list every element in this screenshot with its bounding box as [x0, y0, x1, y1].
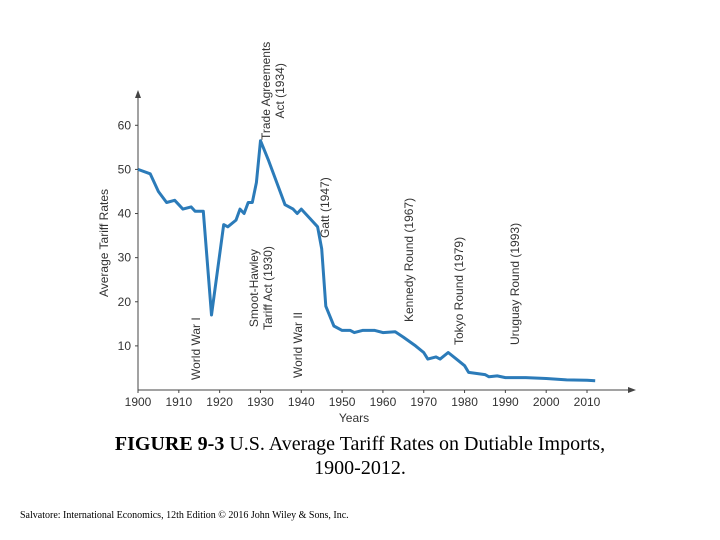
y-tick-label: 50 — [118, 162, 132, 176]
y-tick-label: 20 — [118, 295, 132, 309]
caption-text-2: 1900-2012. — [314, 457, 406, 479]
x-tick-label: 2010 — [574, 395, 601, 409]
x-tick-label: 1980 — [451, 395, 478, 409]
caption: FIGURE 9-3 U.S. Average Tariff Rates on … — [115, 433, 605, 455]
x-tick-label: 2000 — [533, 395, 560, 409]
annotation: Smoot-Hawley — [247, 249, 261, 327]
x-tick-label: 1950 — [329, 395, 356, 409]
x-tick-label: 1970 — [410, 395, 437, 409]
x-axis-label: Years — [339, 411, 369, 425]
y-axis-label: Average Tariff Rates — [97, 189, 111, 297]
x-tick-label: 1990 — [492, 395, 519, 409]
y-tick-label: 30 — [118, 251, 132, 265]
annotation: Tokyo Round (1979) — [452, 237, 466, 345]
annotation: Gatt (1947) — [318, 177, 332, 238]
annotation: Tariff Act (1930) — [261, 246, 275, 330]
annotation: World War I — [189, 317, 203, 380]
x-tick-label: 1910 — [165, 395, 192, 409]
annotation: Act (1934) — [273, 63, 287, 118]
y-tick-label: 60 — [118, 118, 132, 132]
y-axis-arrow — [135, 90, 141, 98]
source: Salvatore: International Economics, 12th… — [20, 510, 349, 521]
annotation: World War II — [291, 312, 305, 378]
caption-text: U.S. Average Tariff Rates on Dutiable Im… — [229, 433, 605, 455]
annotation: Uruguay Round (1993) — [508, 223, 522, 345]
x-tick-label: 1920 — [206, 395, 233, 409]
annotation: Trade Agreements — [259, 42, 273, 140]
x-axis-arrow — [628, 387, 636, 393]
x-tick-label: 1940 — [288, 395, 315, 409]
caption-label: FIGURE 9-3 — [115, 433, 224, 455]
y-tick-label: 10 — [118, 339, 132, 353]
x-tick-label: 1900 — [125, 395, 152, 409]
tariff-line — [137, 139, 596, 383]
y-tick-label: 40 — [118, 207, 132, 221]
annotation: Kennedy Round (1967) — [402, 198, 416, 322]
x-tick-label: 1930 — [247, 395, 274, 409]
x-tick-label: 1960 — [370, 395, 397, 409]
